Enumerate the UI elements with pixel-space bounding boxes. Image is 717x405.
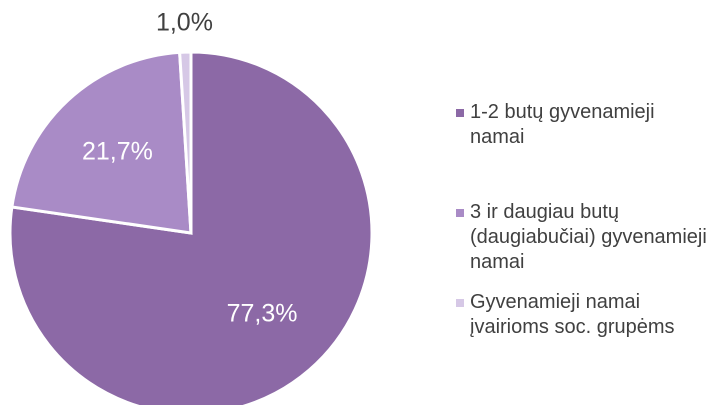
- data-label: 77,3%: [227, 300, 298, 328]
- legend-swatch: [456, 299, 464, 307]
- legend-swatch: [456, 109, 464, 117]
- legend-entry: 3 ir daugiau butų (daugiabučiai) gyvenam…: [470, 201, 707, 273]
- legend-swatch: [456, 209, 464, 217]
- legend-entry: 1-2 butų gyvenamieji namai: [470, 101, 655, 148]
- data-label: 1,0%: [156, 9, 213, 37]
- pie-slice: [178, 50, 193, 234]
- legend-entry: Gyvenamieji namai įvairioms soc. grupėms: [470, 291, 675, 338]
- pie-slice: [10, 50, 193, 235]
- pie-slice: [8, 50, 374, 405]
- data-label: 21,7%: [82, 138, 153, 166]
